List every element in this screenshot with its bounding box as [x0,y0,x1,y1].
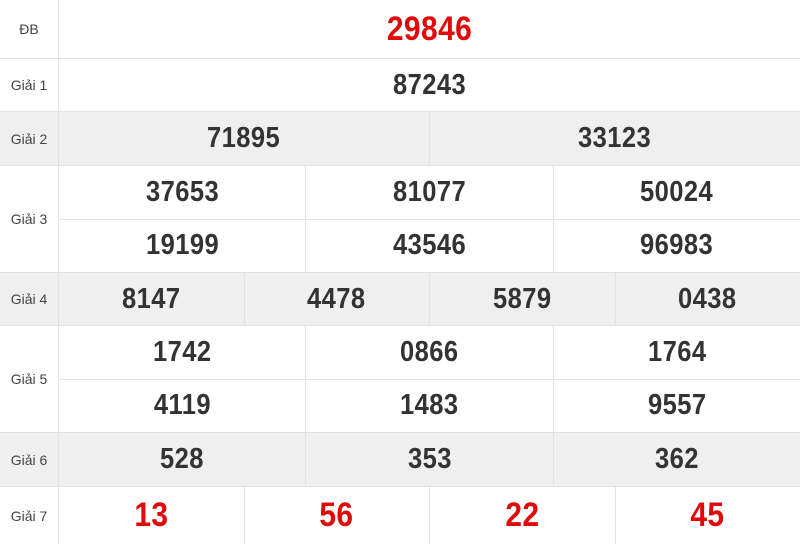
number-cell: 33123 [430,112,800,165]
prize-row: Giải 1 87243 [0,59,800,112]
number-line: 1742 0866 1764 [59,326,800,379]
number-cell: 4119 [59,379,307,432]
number-cell: 37653 [59,166,307,219]
winning-number: 528 [160,443,205,475]
number-cell: 9557 [554,380,800,433]
prize-label: Giải 4 [0,273,59,325]
number-cell: 1742 [59,326,307,379]
winning-number: 87243 [392,68,467,101]
prize-numbers: 13 56 22 45 [59,487,800,544]
winning-number: 1742 [152,335,212,368]
winning-number: 5879 [492,282,552,315]
prize-row: ĐB 29846 [0,0,800,59]
prize-label: Giải 1 [0,59,59,111]
winning-number: 0438 [678,282,738,315]
prize-numbers: 37653 81077 50024 19199 43546 96983 [59,166,800,272]
winning-number: 1764 [647,335,707,368]
prize-row: Giải 5 1742 0866 1764 4119 1483 9557 [0,326,800,433]
winning-number: 56 [319,496,354,534]
prize-label: Giải 6 [0,433,59,486]
number-cell: 353 [306,433,554,486]
number-cell: 22 [430,487,616,544]
number-cell: 1764 [554,326,800,379]
number-cell: 19199 [59,219,307,272]
prize-label: ĐB [0,0,59,58]
winning-number: 81077 [392,175,467,208]
winning-number: 50024 [640,175,714,208]
number-cell: 0866 [306,326,554,379]
number-cell: 0438 [616,273,800,325]
winning-number: 8147 [121,282,181,315]
number-line: 19199 43546 96983 [59,218,800,273]
prize-numbers: 1742 0866 1764 4119 1483 9557 [59,326,800,432]
number-line: 87243 [59,59,800,111]
number-cell: 8147 [59,273,245,325]
winning-number: 4119 [153,389,211,422]
prize-numbers: 8147 4478 5879 0438 [59,273,800,325]
winning-number: 4478 [307,282,367,315]
winning-number: 13 [134,496,169,534]
number-line: 71895 33123 [59,112,800,165]
prize-numbers: 29846 [59,0,800,58]
number-cell: 29846 [59,0,800,58]
number-cell: 87243 [59,59,800,111]
winning-number: 19199 [145,229,219,262]
number-line: 528 353 362 [59,433,800,486]
number-cell: 56 [245,487,430,544]
prize-numbers: 528 353 362 [59,433,800,486]
number-line: 13 56 22 45 [59,487,800,544]
number-line: 29846 [59,0,800,58]
number-cell: 5879 [430,273,616,325]
prize-row: Giải 7 13 56 22 45 [0,487,800,544]
number-cell: 13 [59,487,245,544]
prize-label: Giải 2 [0,112,59,165]
winning-number: 43546 [392,229,467,262]
number-cell: 43546 [306,219,554,272]
prize-row: Giải 6 528 353 362 [0,433,800,487]
prize-numbers: 87243 [59,59,800,111]
number-line: 37653 81077 50024 [59,166,800,219]
winning-number: 1483 [400,389,459,422]
prize-row: Giải 2 71895 33123 [0,112,800,166]
winning-number: 353 [407,443,452,475]
prize-row: Giải 3 37653 81077 50024 19199 43546 96983 [0,166,800,273]
winning-number: 22 [505,496,540,534]
winning-number: 37653 [145,175,219,208]
number-cell: 96983 [554,220,800,273]
prize-label: Giải 7 [0,487,59,544]
winning-number: 0866 [400,335,459,368]
winning-number: 29846 [386,9,473,48]
number-cell: 528 [59,433,307,486]
number-cell: 81077 [306,166,554,219]
number-cell: 45 [616,487,800,544]
prize-numbers: 71895 33123 [59,112,800,165]
number-cell: 4478 [245,273,430,325]
winning-number: 45 [690,496,725,534]
prize-row: Giải 4 8147 4478 5879 0438 [0,273,800,326]
winning-number: 33123 [578,122,652,154]
number-cell: 362 [554,433,800,486]
number-cell: 71895 [59,112,430,165]
winning-number: 362 [654,443,699,475]
winning-number: 71895 [207,122,281,154]
winning-number: 9557 [647,389,707,422]
number-line: 8147 4478 5879 0438 [59,273,800,325]
number-line: 4119 1483 9557 [59,378,800,433]
number-cell: 1483 [306,379,554,432]
prize-label: Giải 3 [0,166,59,272]
winning-number: 96983 [640,229,714,262]
number-cell: 50024 [554,166,800,219]
prize-label: Giải 5 [0,326,59,432]
